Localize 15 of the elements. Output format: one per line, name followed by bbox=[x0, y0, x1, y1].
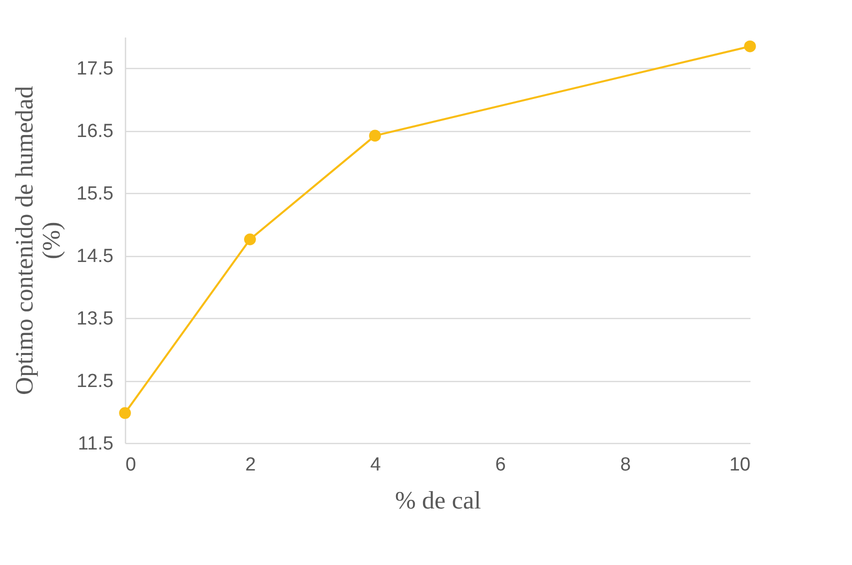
x-tick-label: 0 bbox=[126, 454, 136, 476]
y-tick-label: 16.5 bbox=[76, 121, 114, 142]
x-axis-title: % de cal bbox=[394, 488, 482, 514]
x-tick-label: 8 bbox=[620, 454, 631, 476]
x-tick-label: 4 bbox=[370, 454, 382, 476]
y-tick-label: 12.5 bbox=[76, 371, 114, 392]
y-tick-label: 13.5 bbox=[76, 308, 114, 330]
y-tick-label: 11.5 bbox=[78, 434, 114, 454]
y-tick-label: 14.5 bbox=[76, 246, 114, 268]
y-tick-label: 15.5 bbox=[76, 184, 114, 205]
x-tick-label: 10 bbox=[729, 454, 750, 476]
y-tick-label: 17.5 bbox=[76, 58, 114, 80]
x-tick-label: 2 bbox=[245, 454, 256, 476]
x-tick-label: 6 bbox=[495, 454, 506, 476]
y-axis-title: Optimo contenido de humedad (%) bbox=[12, 86, 66, 395]
